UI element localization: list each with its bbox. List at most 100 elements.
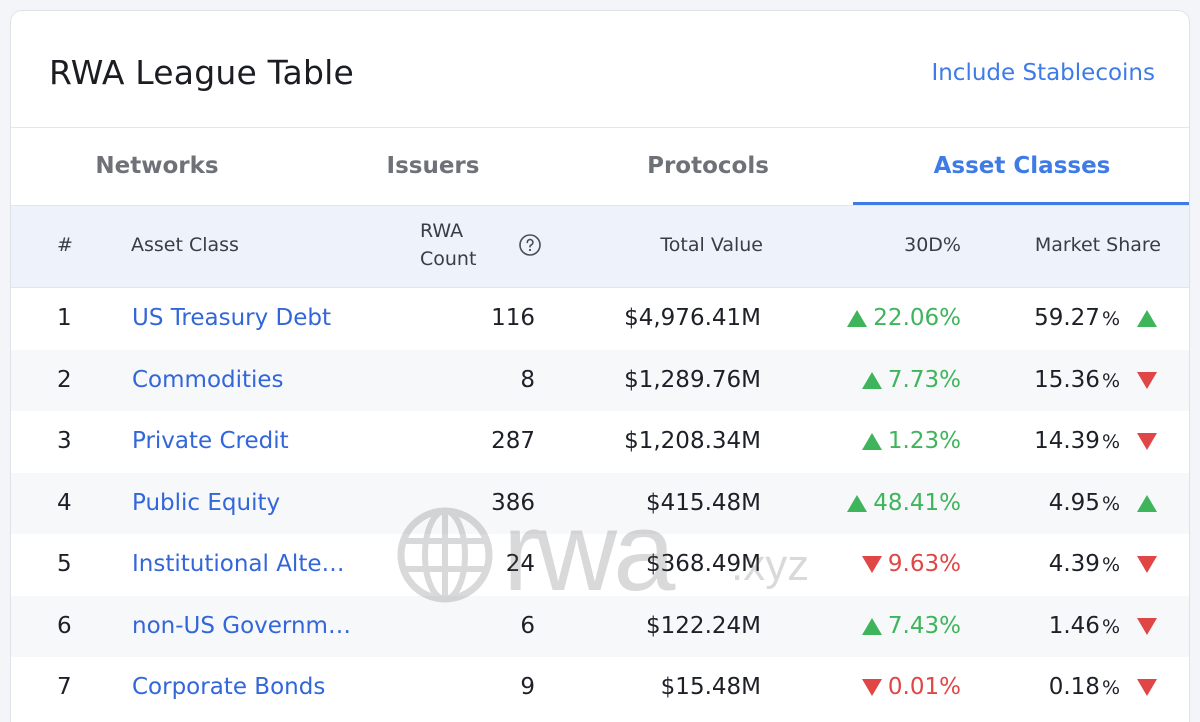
row-rank: 4 [57,489,72,516]
table-row[interactable]: 1 US Treasury Debt 116 $4,976.41M 22.06% 59.2… [11,288,1189,350]
triangle-down-icon [861,679,882,696]
col-asset-class[interactable]: Asset Class [131,234,239,256]
market-share-unit: % [1101,308,1120,330]
asset-class-link[interactable]: Private Credit [132,428,289,454]
market-share-unit: % [1101,615,1120,638]
rwa-count: 24 [505,551,535,577]
table-row[interactable]: 2 Commodities 8 $1,289.76M 7.73% 15.36% [11,349,1189,411]
triangle-down-icon [1137,433,1157,450]
market-share: 0.18% [1049,657,1120,718]
market-share-trend [1137,657,1157,718]
triangle-down-icon [1137,371,1157,389]
rwa-count: 6 [520,612,535,639]
market-share-value: 4.39 [1048,551,1100,577]
triangle-down-icon [1137,556,1157,573]
asset-class-link[interactable]: Corporate Bonds [132,674,326,700]
market-share-unit: % [1101,492,1120,515]
rwa-count: 9 [520,674,535,700]
row-rank: 5 [57,551,72,577]
col-market-share[interactable]: Market Share [1034,234,1161,256]
tab-issuers[interactable]: Issuers [386,153,480,179]
card-header: RWA League Table Include Stablecoins [11,11,1189,127]
triangle-up-icon [847,310,868,327]
total-value: $415.48M [646,489,761,516]
asset-class-link[interactable]: non-US Governm… [132,612,351,639]
table-row[interactable]: 4 Public Equity 386 $415.48M 48.41% 4.95% [11,472,1189,534]
change-30d-value: 22.06% [873,305,961,331]
table-row[interactable]: 7 Corporate Bonds 9 $15.48M 0.01% 0.18% [11,657,1189,719]
change-30d: 22.06% [847,288,961,349]
tab-bar: Networks Issuers Protocols Asset Classes [11,127,1189,206]
rwa-count: 287 [491,428,535,454]
tab-protocols[interactable]: Protocols [647,153,769,179]
change-30d-value: 1.23% [887,428,961,454]
market-share-trend [1137,350,1157,411]
include-stablecoins-toggle[interactable]: Include Stablecoins [931,60,1155,86]
asset-class-link[interactable]: US Treasury Debt [132,305,332,331]
market-share-value: 14.39 [1034,428,1100,454]
change-30d: 7.73% [861,350,961,411]
rwa-count: 116 [491,305,535,331]
total-value: $15.48M [660,674,761,700]
col-rank[interactable]: # [57,234,73,256]
row-rank: 3 [57,428,72,454]
table-header: # Asset Class RWA Count Total Value 30D%… [11,206,1189,288]
triangle-up-icon [1137,494,1157,512]
market-share-trend [1137,473,1157,534]
row-rank: 7 [57,674,72,700]
triangle-up-icon [861,617,882,635]
triangle-down-icon [1137,617,1157,635]
page-title: RWA League Table [49,53,355,92]
col-30d-change[interactable]: 30D% [904,234,961,256]
tab-networks[interactable]: Networks [95,153,219,179]
total-value: $1,208.34M [624,428,761,454]
market-share: 4.95% [1049,473,1120,534]
asset-class-link[interactable]: Public Equity [132,489,281,516]
help-icon[interactable] [518,233,542,257]
market-share-trend [1137,596,1157,657]
triangle-up-icon [861,433,882,450]
col-rwa-count-line1[interactable]: RWA [420,220,464,242]
market-share-unit: % [1101,369,1120,392]
market-share-value: 1.46 [1048,612,1100,639]
change-30d-value: 7.73% [887,366,961,393]
market-share-value: 15.36 [1034,366,1100,393]
row-rank: 2 [57,366,72,393]
change-30d: 0.01% [861,657,961,718]
triangle-down-icon [861,556,882,573]
market-share-unit: % [1101,677,1120,699]
market-share: 59.27% [1034,288,1120,349]
market-share-value: 59.27 [1034,305,1100,331]
market-share-unit: % [1101,554,1120,576]
col-total-value[interactable]: Total Value [660,234,763,256]
change-30d: 7.43% [861,596,961,657]
change-30d-value: 0.01% [887,674,961,700]
change-30d: 9.63% [861,534,961,595]
active-tab-indicator [853,202,1189,205]
market-share: 4.39% [1049,534,1120,595]
market-share-trend [1137,534,1157,595]
total-value: $368.49M [646,551,761,577]
rwa-count: 8 [520,366,535,393]
tab-asset-classes[interactable]: Asset Classes [933,153,1111,179]
league-table-card: RWA League Table Include Stablecoins Net… [10,10,1190,722]
asset-class-link[interactable]: Institutional Alte… [132,551,345,577]
table-row[interactable]: 3 Private Credit 287 $1,208.34M 1.23% 14.39% [11,411,1189,473]
total-value: $4,976.41M [624,305,761,331]
change-30d: 48.41% [847,473,961,534]
total-value: $1,289.76M [624,366,761,393]
col-rwa-count-line2[interactable]: Count [420,248,477,270]
table-row[interactable]: 6 non-US Governm… 6 $122.24M 7.43% 1.46% [11,595,1189,657]
market-share-value: 4.95 [1048,489,1100,516]
asset-class-link[interactable]: Commodities [132,366,284,393]
rwa-count: 386 [491,489,535,516]
row-rank: 1 [57,305,72,331]
total-value: $122.24M [646,612,761,639]
market-share-trend [1137,411,1157,472]
change-30d-value: 48.41% [873,489,961,516]
triangle-down-icon [1137,679,1157,696]
table-row[interactable]: 5 Institutional Alte… 24 $368.49M 9.63% 4.39% [11,534,1189,596]
market-share-trend [1137,288,1157,349]
triangle-up-icon [847,494,868,512]
row-rank: 6 [57,612,72,639]
